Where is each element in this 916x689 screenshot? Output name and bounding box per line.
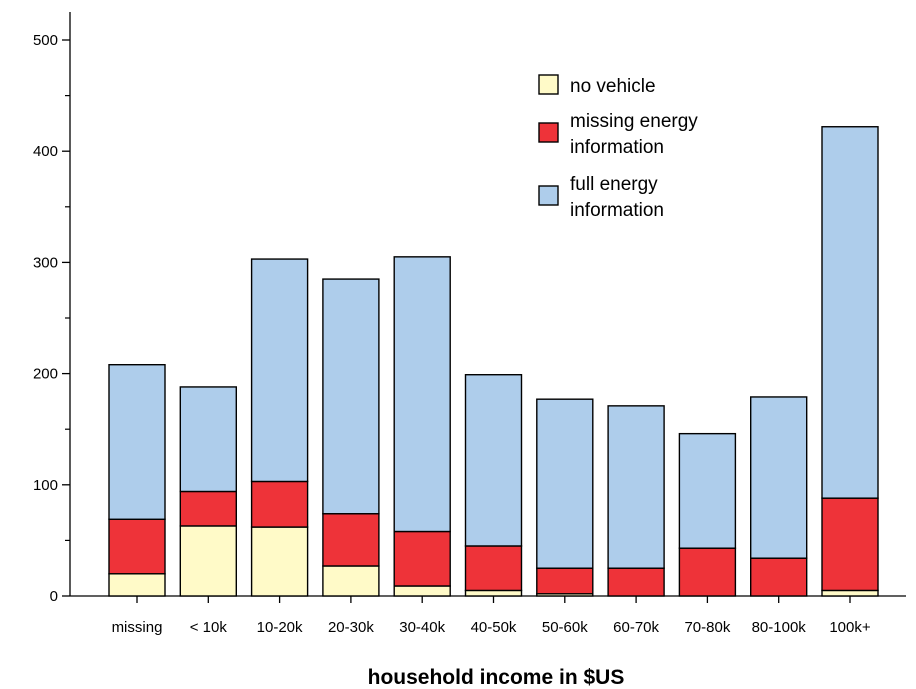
x-tick-label: 50-60k [542,619,588,636]
legend-swatch [538,74,559,95]
legend-item: missing energy information [538,111,698,158]
bar-stack [821,126,879,597]
bar-segment [464,374,523,547]
y-tick-label: 400 [33,143,58,160]
bar-stack [750,396,808,597]
legend-item: no vehicle [538,74,656,97]
bar-segment [108,518,166,575]
bar-segment [750,396,808,559]
bar-segment [393,530,451,587]
y-tick-label: 0 [50,588,58,605]
x-tick-label: 10-20k [257,619,303,636]
x-tick-label: 80-100k [752,619,807,636]
legend-item: full energy information [538,174,664,221]
bars [108,126,879,597]
bar-segment [179,525,238,597]
bar-stack [678,432,737,597]
legend-label: full energy information [570,174,664,221]
bar-segment [322,278,380,515]
legend: no vehicle missing energy information full … [538,74,698,221]
y-tick-label: 200 [33,366,58,383]
bar-segment [464,545,523,592]
bar-segment [536,567,594,595]
bar-segment [607,567,665,597]
bar-segment [322,565,380,597]
bar-stack [322,278,380,597]
bar-segment [821,126,879,499]
bar-stack [536,398,594,597]
bar-segment [250,258,309,483]
bar-stack [250,258,309,597]
bar-segment [607,405,665,569]
bar-segment [322,513,380,567]
y-ticks: 0 100 200 300 400 500 [33,32,70,605]
x-tick-label: 20-30k [328,619,374,636]
bar-segment [179,386,238,493]
x-tick-label: 60-70k [613,619,659,636]
bar-segment [464,589,523,597]
legend-label: no vehicle [570,76,656,97]
bar-stack [607,405,665,597]
bar-segment [250,480,309,528]
bar-stack [393,256,451,597]
bar-stack [464,374,523,597]
legend-swatch [538,185,559,206]
bar-segment [179,490,238,527]
x-tick-label: missing [112,619,163,636]
y-tick-label: 500 [33,32,58,49]
legend-label: missing energy information [570,111,698,158]
y-tick-label: 300 [33,254,58,271]
bar-segment [536,398,594,569]
bar-segment [821,589,879,597]
bar-segment [678,547,737,597]
x-tick-label: 70-80k [684,619,730,636]
x-axis-title: household income in $US [368,666,625,689]
bar-segment [821,497,879,592]
x-tick-label: 30-40k [399,619,445,636]
y-tick-label: 100 [33,477,58,494]
bar-stack [179,386,238,597]
bar-segment [108,364,166,520]
x-ticks: missing < 10k 10-20k 20-30k 30-40k 40-50k 50-6… [112,596,871,636]
bar-segment [750,557,808,597]
x-tick-label: 100k+ [829,619,871,636]
x-tick-label: 40-50k [471,619,517,636]
bar-segment [250,526,309,597]
bar-segment [108,573,166,597]
bar-segment [678,432,737,549]
bar-segment [393,585,451,597]
x-tick-label: < 10k [190,619,228,636]
legend-swatch [538,122,559,143]
bar-segment [393,256,451,533]
bar-stack [108,364,166,597]
